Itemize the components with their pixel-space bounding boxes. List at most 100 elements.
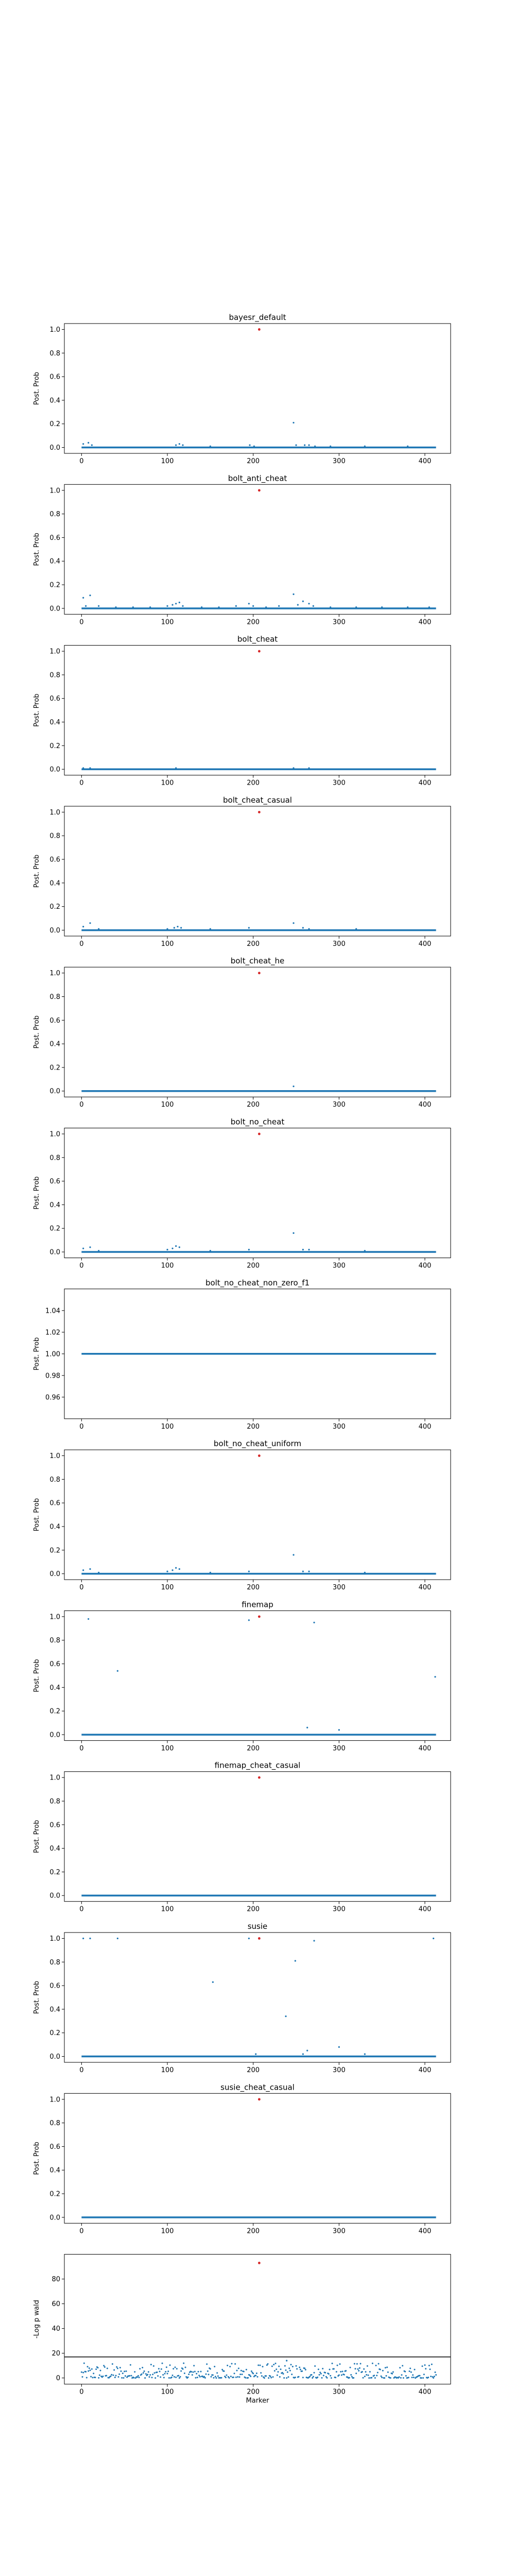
- x-tick-label: 300: [333, 1744, 346, 1752]
- marker-point: [304, 2367, 306, 2369]
- marker-point: [200, 2370, 202, 2372]
- marker-point: [214, 2376, 216, 2378]
- marker-point: [116, 1670, 118, 1672]
- marker-point: [276, 2368, 278, 2370]
- marker-point: [133, 2377, 135, 2379]
- marker-point: [193, 2365, 195, 2367]
- x-axis-label: Marker: [246, 2397, 270, 2405]
- marker-point: [343, 2374, 345, 2376]
- marker-point: [175, 444, 177, 446]
- marker-point: [361, 2371, 363, 2373]
- marker-point: [293, 1232, 295, 1234]
- marker-point: [139, 2368, 141, 2370]
- x-tick-label: 200: [247, 1584, 260, 1591]
- panel-title: finemap: [242, 1600, 273, 1609]
- marker-point: [331, 2362, 333, 2364]
- marker-point: [286, 2371, 288, 2373]
- marker-point: [328, 2373, 330, 2375]
- marker-point: [94, 2377, 96, 2379]
- marker-point: [184, 2366, 186, 2368]
- y-tick-label: 0.8: [49, 1798, 60, 1805]
- y-axis-label: Post. Prob: [33, 2142, 41, 2175]
- marker-point: [162, 2374, 164, 2376]
- marker-point: [364, 1250, 366, 1252]
- axes-frame: [64, 484, 451, 615]
- marker-point: [132, 606, 134, 608]
- x-tick-label: 300: [333, 2066, 346, 2074]
- marker-point: [335, 2371, 337, 2373]
- y-tick-label: 0.98: [45, 1372, 60, 1380]
- marker-point: [111, 2374, 113, 2376]
- marker-point: [376, 2375, 378, 2377]
- marker-point: [248, 1937, 250, 1940]
- marker-point: [152, 2374, 154, 2376]
- marker-point: [223, 2370, 225, 2372]
- x-tick-label: 300: [333, 2227, 346, 2235]
- marker-point: [286, 2377, 288, 2379]
- marker-point: [401, 2374, 403, 2376]
- marker-point: [263, 2377, 265, 2379]
- marker-point: [152, 2365, 154, 2367]
- marker-point: [302, 1248, 304, 1251]
- marker-point: [217, 2375, 219, 2377]
- marker-point: [326, 2377, 328, 2379]
- marker-point: [182, 605, 184, 607]
- marker-point: [313, 2371, 315, 2374]
- marker-point: [419, 2375, 421, 2377]
- marker-point: [199, 2376, 201, 2378]
- x-tick-label: 0: [79, 2227, 83, 2235]
- marker-point: [236, 2369, 238, 2371]
- y-tick-label: 0.0: [49, 927, 60, 935]
- marker-point: [364, 2376, 366, 2378]
- y-tick-label: 0.6: [49, 1821, 60, 1829]
- marker-point: [112, 2374, 114, 2376]
- x-tick-label: 200: [247, 940, 260, 948]
- marker-point: [174, 2366, 176, 2368]
- marker-point: [183, 2362, 185, 2364]
- marker-point: [387, 2371, 389, 2373]
- x-tick-label: 100: [161, 2388, 174, 2396]
- axes-frame: [64, 1771, 451, 1902]
- y-axis-label: Post. Prob: [33, 1176, 41, 1209]
- axes-frame: [64, 1610, 451, 1741]
- y-tick-label: 0.2: [49, 2029, 60, 2037]
- y-tick-label: 1.0: [49, 1774, 60, 1782]
- marker-point: [182, 444, 184, 446]
- x-tick-label: 200: [247, 2066, 260, 2074]
- marker-point: [399, 2367, 401, 2369]
- x-tick-label: 400: [419, 1584, 432, 1591]
- marker-point: [267, 2363, 269, 2365]
- y-tick-label: 1.02: [45, 1329, 60, 1336]
- marker-point: [335, 2377, 337, 2379]
- marker-point: [243, 2370, 245, 2372]
- marker-point: [339, 2363, 341, 2365]
- y-axis-label: Post. Prob: [33, 855, 41, 888]
- x-tick-label: 0: [79, 779, 83, 787]
- y-tick-label: 0.2: [49, 1225, 60, 1233]
- marker-point: [188, 2374, 190, 2376]
- marker-point: [213, 2377, 215, 2379]
- marker-point: [295, 2365, 297, 2367]
- marker-point: [147, 2371, 149, 2373]
- marker-point: [381, 2377, 383, 2379]
- marker-point: [284, 2365, 286, 2367]
- marker-point: [299, 2366, 301, 2368]
- causal-marker-point: [258, 2262, 261, 2264]
- marker-point: [248, 927, 250, 929]
- marker-point: [345, 2370, 347, 2372]
- marker-point: [221, 2368, 224, 2370]
- y-tick-label: 0.8: [49, 833, 60, 840]
- x-tick-label: 400: [419, 1744, 432, 1752]
- marker-point: [117, 2376, 119, 2378]
- marker-point: [138, 2377, 140, 2379]
- marker-point: [409, 2367, 411, 2369]
- marker-point: [209, 2368, 211, 2370]
- marker-point: [330, 2377, 332, 2379]
- marker-point: [197, 2370, 199, 2372]
- marker-point: [256, 2376, 259, 2378]
- marker-point: [142, 2367, 144, 2369]
- y-axis-label: Post. Prob: [33, 1015, 41, 1048]
- axes-frame: [64, 2254, 451, 2385]
- marker-point: [355, 928, 357, 930]
- marker-point: [296, 2368, 298, 2370]
